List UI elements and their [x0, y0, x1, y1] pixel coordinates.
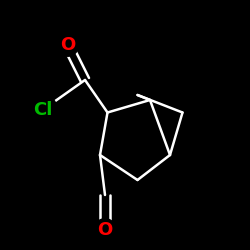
Circle shape	[94, 219, 116, 241]
Text: Cl: Cl	[33, 101, 52, 119]
Circle shape	[56, 34, 79, 56]
Text: O: O	[98, 221, 112, 239]
Text: O: O	[60, 36, 75, 54]
Circle shape	[28, 95, 58, 125]
